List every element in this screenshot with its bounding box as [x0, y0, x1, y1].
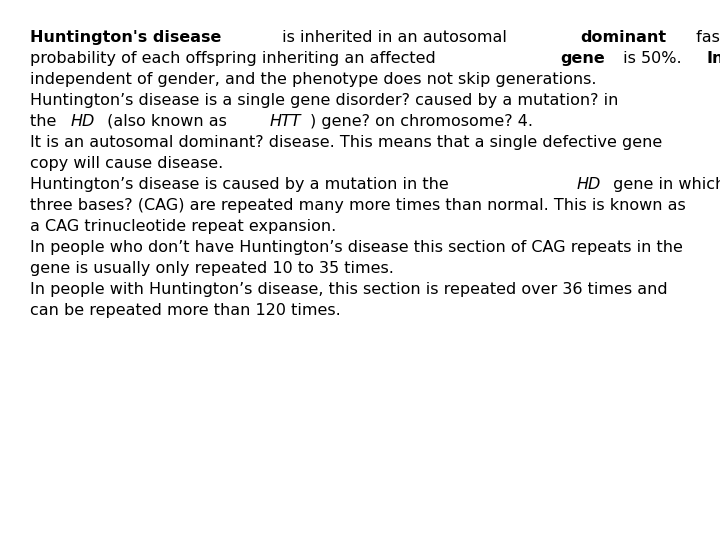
Text: ) gene? on chromosome? 4.: ) gene? on chromosome? 4. [310, 114, 534, 129]
Text: In people with Huntington’s disease, this section is repeated over 36 times and: In people with Huntington’s disease, thi… [30, 282, 667, 297]
Text: Huntington's disease: Huntington's disease [30, 30, 221, 45]
Text: a CAG trinucleotide repeat expansion.: a CAG trinucleotide repeat expansion. [30, 219, 336, 234]
Text: gene is usually only repeated 10 to 35 times.: gene is usually only repeated 10 to 35 t… [30, 261, 394, 276]
Text: is inherited in an autosomal: is inherited in an autosomal [277, 30, 512, 45]
Text: gene in which the same: gene in which the same [608, 177, 720, 192]
Text: fashion. The: fashion. The [691, 30, 720, 45]
Text: copy will cause disease.: copy will cause disease. [30, 156, 223, 171]
Text: HD: HD [71, 114, 95, 129]
Text: HTT: HTT [270, 114, 302, 129]
Text: (also known as: (also known as [102, 114, 232, 129]
Text: It is an autosomal dominant? disease. This means that a single defective gene: It is an autosomal dominant? disease. Th… [30, 135, 662, 150]
Text: HD: HD [577, 177, 601, 192]
Text: dominant: dominant [580, 30, 666, 45]
Text: Inheritance: Inheritance [706, 51, 720, 66]
Text: probability of each offspring inheriting an affected: probability of each offspring inheriting… [30, 51, 441, 66]
Text: can be repeated more than 120 times.: can be repeated more than 120 times. [30, 303, 341, 318]
Text: Huntington’s disease is a single gene disorder? caused by a mutation? in: Huntington’s disease is a single gene di… [30, 93, 618, 108]
Text: gene: gene [560, 51, 605, 66]
Text: In people who don’t have Huntington’s disease this section of CAG repeats in the: In people who don’t have Huntington’s di… [30, 240, 683, 255]
Text: Huntington’s disease is caused by a mutation in the: Huntington’s disease is caused by a muta… [30, 177, 454, 192]
Text: the: the [30, 114, 61, 129]
Text: independent of gender, and the phenotype does not skip generations.: independent of gender, and the phenotype… [30, 72, 596, 87]
Text: is 50%.: is 50%. [618, 51, 687, 66]
Text: three bases? (CAG) are repeated many more times than normal. This is known as: three bases? (CAG) are repeated many mor… [30, 198, 685, 213]
